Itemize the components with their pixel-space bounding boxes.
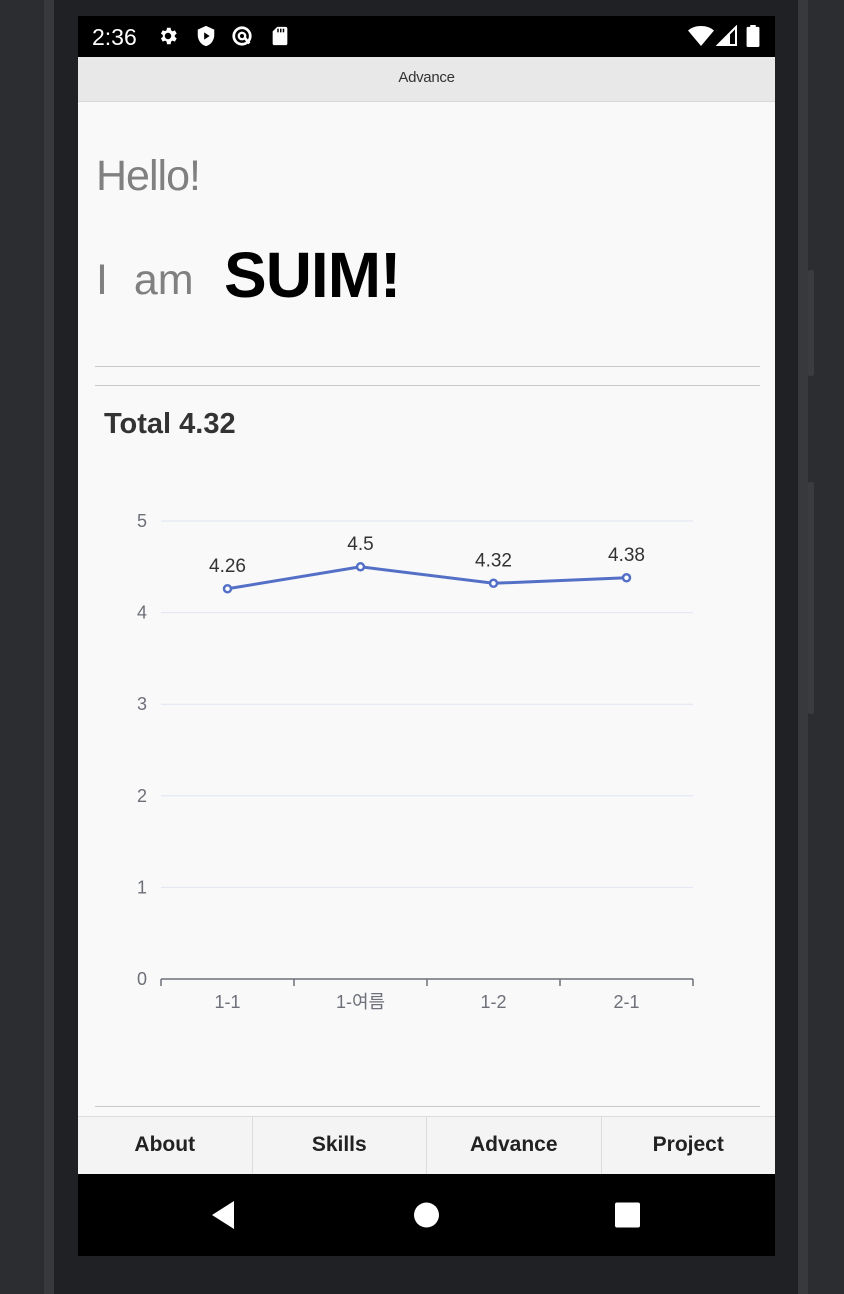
x-tick-label: 1-1 [214, 992, 240, 1012]
name-text: SUIM! [224, 239, 401, 311]
i-am-text: I am [96, 256, 194, 304]
data-point [222, 584, 233, 594]
score-line-chart: 0 1 2 3 4 5 1-1 1-여름 1-2 2-1 4.26 4.5 4.32 4.38 [137, 511, 694, 1012]
y-tick-label: 4 [137, 603, 147, 623]
sd-card-icon [272, 26, 288, 46]
volume-button [808, 270, 814, 376]
power-button [808, 482, 814, 714]
y-tick-label: 5 [137, 511, 147, 531]
app-screen: 2:36 Advance H [78, 16, 775, 1256]
x-tick-label: 1-여름 [336, 992, 385, 1012]
y-tick-label: 0 [137, 969, 147, 989]
data-point [355, 562, 366, 572]
x-tick-label: 2-1 [613, 992, 639, 1012]
tab-advance[interactable]: Advance [427, 1117, 602, 1174]
series-line [227, 565, 627, 591]
hello-text: Hello! [96, 152, 201, 200]
back-icon[interactable] [210, 1200, 236, 1230]
gear-icon [160, 27, 177, 45]
at-sign-icon [232, 26, 252, 46]
data-label: 4.5 [347, 534, 373, 555]
data-label: 4.38 [608, 545, 645, 566]
divider [95, 385, 760, 386]
y-tick-label: 3 [137, 694, 147, 714]
wifi-icon [688, 26, 714, 46]
app-bar-title: Advance [78, 57, 775, 102]
status-bar: 2:36 [78, 16, 775, 57]
tab-project[interactable]: Project [652, 1133, 724, 1156]
home-icon[interactable] [413, 1200, 440, 1230]
x-tick-label: 1-2 [480, 992, 506, 1012]
battery-icon [746, 25, 760, 47]
divider [95, 366, 760, 367]
signal-icon [716, 25, 737, 46]
tab-about[interactable]: About [78, 1117, 253, 1174]
recents-icon[interactable] [614, 1200, 641, 1230]
data-point [621, 573, 632, 583]
divider [95, 1106, 760, 1107]
status-time: 2:36 [92, 24, 137, 50]
shield-play-icon [197, 25, 215, 47]
total-score: Total 4.32 [104, 408, 236, 440]
system-nav-bar [78, 1174, 775, 1256]
data-label: 4.26 [209, 556, 246, 577]
data-label: 4.32 [475, 550, 512, 571]
y-tick-label: 2 [137, 786, 147, 806]
tab-skills[interactable]: Skills [253, 1117, 427, 1174]
bottom-tab-bar: About Skills Advance Project [78, 1116, 775, 1174]
data-point [488, 578, 499, 589]
y-tick-label: 1 [137, 877, 147, 897]
